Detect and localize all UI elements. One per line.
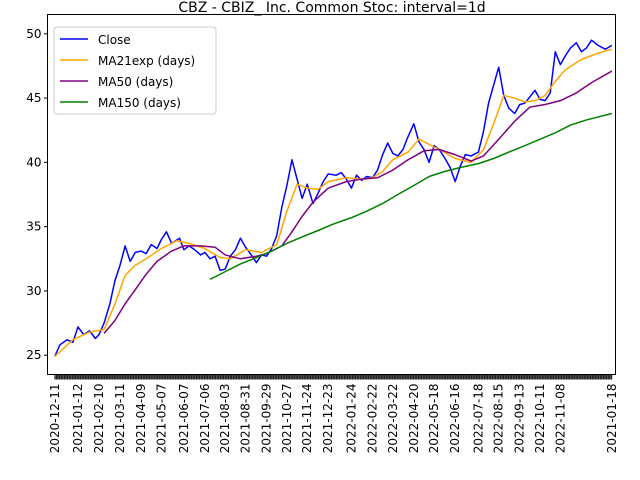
series-line-0 bbox=[54, 39, 613, 357]
x-tick-label: 2021-08-31 bbox=[239, 384, 253, 454]
plot-frame bbox=[47, 14, 616, 375]
x-axis: 2020-12-11 2021-01-12 2021-02-10 2021-03-11… bbox=[48, 374, 619, 454]
legend-label-0: Close bbox=[98, 33, 131, 47]
x-tick-label: 2021-12-23 bbox=[321, 384, 335, 454]
y-tick-label: 40 bbox=[26, 155, 41, 169]
x-tick-label: 2022-04-20 bbox=[407, 384, 421, 454]
legend-label-2: MA50 (days) bbox=[98, 75, 173, 89]
y-tick-label: 45 bbox=[26, 91, 41, 105]
x-tick-label: 2021-07-06 bbox=[198, 384, 212, 454]
y-tick-label: 25 bbox=[26, 348, 41, 362]
x-tick-label: 2021-10-27 bbox=[280, 384, 294, 454]
x-tick-label: 2022-11-08 bbox=[553, 384, 567, 454]
x-tick-label: 2021-02-10 bbox=[92, 384, 106, 454]
x-tick-label: 2022-06-16 bbox=[448, 383, 462, 453]
x-tick-label: 2022-09-13 bbox=[513, 384, 527, 454]
x-tick-label: 2021-05-07 bbox=[154, 384, 168, 454]
x-tick-label: 2022-07-18 bbox=[471, 384, 485, 454]
x-tick-label: 2021-11-24 bbox=[300, 384, 314, 454]
x-tick-label: 2022-01-24 bbox=[344, 384, 358, 454]
legend-box bbox=[53, 26, 217, 115]
legend-label-1: MA21exp (days) bbox=[98, 54, 195, 68]
x-tick-label: 2020-12-11 bbox=[48, 384, 62, 454]
legend-label-3: MA150 (days) bbox=[98, 96, 181, 110]
series-line-2 bbox=[103, 70, 613, 334]
plot-area bbox=[54, 39, 613, 358]
y-tick-label: 30 bbox=[26, 284, 41, 298]
y-tick-label: 35 bbox=[26, 220, 41, 234]
series-line-1 bbox=[54, 48, 613, 358]
x-tick-label: 2022-05-18 bbox=[427, 384, 441, 454]
x-tick-label: 2021-01-18 bbox=[605, 384, 619, 454]
x-tick-label: 2021-01-12 bbox=[71, 384, 85, 454]
x-tick-label: 2021-09-29 bbox=[260, 384, 274, 454]
x-tick-label: 2022-10-11 bbox=[533, 384, 547, 454]
legend: Close MA21exp (days) MA50 (days) MA150 (day… bbox=[53, 26, 217, 115]
x-tick-label: 2021-06-07 bbox=[177, 384, 191, 454]
x-tick-label: 2021-04-09 bbox=[134, 384, 148, 454]
x-tick-label: 2021-03-11 bbox=[113, 384, 127, 454]
x-tick-label: 2022-03-22 bbox=[386, 384, 400, 454]
x-tick-label: 2022-08-15 bbox=[492, 383, 506, 453]
x-tick-label: 2022-02-22 bbox=[365, 384, 379, 454]
x-tick-label: 2021-08-03 bbox=[218, 383, 232, 453]
series-line-3 bbox=[209, 112, 613, 281]
y-tick-label: 50 bbox=[26, 27, 41, 41]
y-axis: 25 30 35 40 45 50 bbox=[26, 27, 48, 362]
chart-title: CBZ - CBIZ_ Inc. Common Stoc: interval=1… bbox=[178, 0, 485, 16]
